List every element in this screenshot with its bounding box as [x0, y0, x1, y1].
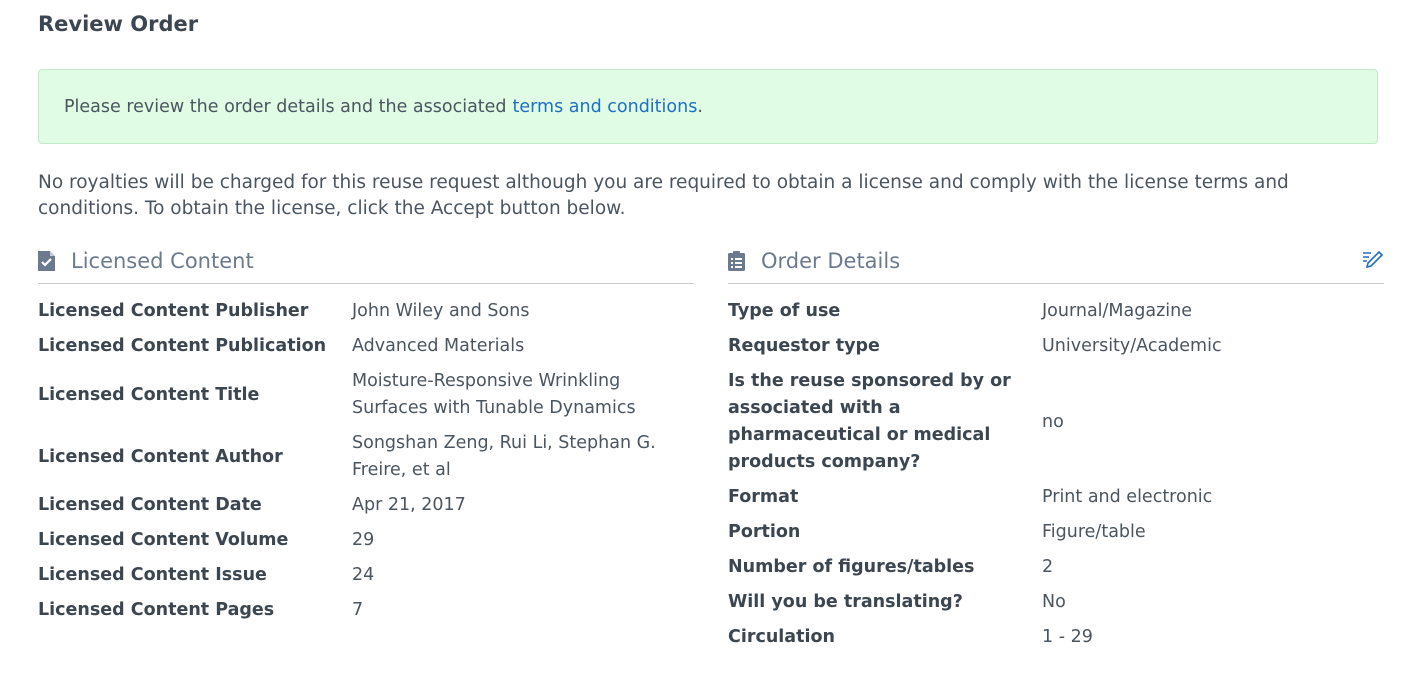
detail-row: Licensed Content Publication Advanced Mat…: [38, 333, 694, 360]
section-heading: Licensed Content: [71, 249, 254, 273]
detail-row: Licensed Content Publisher John Wiley and…: [38, 298, 694, 325]
detail-value: Apr 21, 2017: [352, 495, 466, 515]
licensed-content-section: Licensed Content Licensed Content Publis…: [38, 243, 694, 632]
detail-row: Circulation 1 - 29: [728, 624, 1384, 651]
detail-value: John Wiley and Sons: [352, 301, 530, 321]
detail-label: Type of use: [728, 301, 841, 321]
detail-row: Licensed Content Issue 24: [38, 562, 694, 589]
detail-label: Requestor type: [728, 336, 880, 356]
alert-text: Please review the order details and the …: [64, 96, 507, 117]
detail-label: Number of figures/tables: [728, 557, 975, 577]
detail-label: Will you be translating?: [728, 592, 963, 612]
detail-label: Licensed Content Date: [38, 495, 262, 515]
document-check-icon: [38, 251, 55, 271]
detail-value: Print and electronic: [1042, 487, 1213, 507]
detail-label: Licensed Content Publication: [38, 336, 327, 356]
detail-value: University/Academic: [1042, 336, 1222, 356]
section-heading: Order Details: [761, 249, 901, 273]
detail-row: Will you be translating? No: [728, 589, 1384, 616]
detail-label: Portion: [728, 522, 801, 542]
detail-label: Licensed Content Publisher: [38, 301, 309, 321]
detail-value: No: [1042, 592, 1066, 612]
detail-row: Licensed Content Pages 7: [38, 597, 694, 624]
detail-label: Circulation: [728, 627, 835, 647]
detail-row: Licensed Content Date Apr 21, 2017: [38, 492, 694, 519]
detail-value: Advanced Materials: [352, 336, 525, 356]
alert-suffix: .: [697, 96, 703, 117]
detail-row: Portion Figure/table: [728, 519, 1384, 546]
detail-label: Format: [728, 487, 799, 507]
detail-value: 7: [352, 600, 364, 620]
page-title: Review Order: [38, 12, 199, 36]
edit-icon[interactable]: [1362, 250, 1384, 272]
detail-value: 2: [1042, 557, 1054, 577]
detail-label: Licensed Content Issue: [38, 565, 267, 585]
detail-row: Type of use Journal/Magazine: [728, 298, 1384, 325]
detail-label: Licensed Content Volume: [38, 530, 289, 550]
order-details-section: Order Details Type of use Journal/Magazin…: [728, 243, 1384, 659]
detail-row: Is the reuse sponsored by or associated …: [728, 368, 1384, 476]
detail-value: 1 - 29: [1042, 627, 1093, 647]
detail-value: Journal/Magazine: [1042, 301, 1192, 321]
royalty-note: No royalties will be charged for this re…: [38, 172, 1289, 219]
terms-link[interactable]: terms and conditions: [512, 96, 698, 117]
detail-value: 29: [352, 530, 375, 550]
detail-value: Songshan Zeng, Rui Li, Stephan G. Freire…: [352, 433, 656, 480]
detail-label: Licensed Content Pages: [38, 600, 275, 620]
detail-row: Number of figures/tables 2: [728, 554, 1384, 581]
detail-label: Is the reuse sponsored by or associated …: [728, 371, 1011, 472]
detail-value: 24: [352, 565, 375, 585]
detail-row: Licensed Content Volume 29: [38, 527, 694, 554]
detail-row: Format Print and electronic: [728, 484, 1384, 511]
detail-value: no: [1042, 411, 1064, 432]
detail-row: Licensed Content Title Moisture-Responsiv…: [38, 368, 694, 422]
detail-label: Licensed Content Author: [38, 446, 283, 467]
detail-row: Licensed Content Author Songshan Zeng, Ru…: [38, 430, 694, 484]
clipboard-list-icon: [728, 251, 745, 271]
detail-row: Requestor type University/Academic: [728, 333, 1384, 360]
detail-value: Figure/table: [1042, 522, 1146, 542]
detail-value: Moisture-Responsive Wrinkling Surfaces w…: [352, 371, 636, 418]
detail-label: Licensed Content Title: [38, 384, 260, 405]
info-alert: Please review the order details and the …: [38, 69, 1378, 144]
